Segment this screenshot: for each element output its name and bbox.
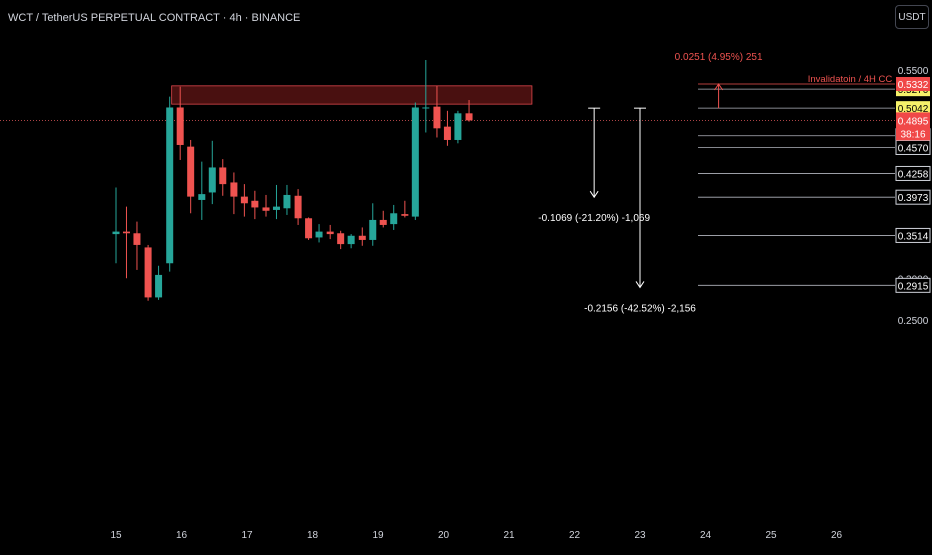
candle-body[interactable] — [219, 167, 227, 185]
candle-body[interactable] — [326, 231, 334, 235]
invalidation-measure-label: 0.0251 (4.95%) 251 — [675, 52, 763, 63]
price-badge-text: 0.3973 — [898, 193, 929, 204]
price-badge-bg — [895, 189, 931, 205]
invalidation-badge-bg — [896, 76, 930, 91]
candle-body[interactable] — [454, 113, 462, 140]
x-tick-label: 26 — [831, 530, 843, 541]
measure-label: -0.1069 (-21.20%) -1,069 — [538, 213, 650, 224]
invalidation-badge-text: 0.5332 — [898, 80, 929, 91]
candle-body[interactable] — [337, 233, 345, 245]
price-badge[interactable]: 0.5042 — [896, 101, 930, 116]
x-tick-label: 24 — [700, 530, 712, 541]
price-badge[interactable]: 0.4258 — [895, 165, 931, 181]
price-badge-text: 0.5042 — [898, 104, 929, 115]
candle-body[interactable] — [347, 235, 355, 245]
candle-body[interactable] — [176, 107, 184, 145]
candle-body[interactable] — [122, 231, 130, 234]
candle-body[interactable] — [240, 196, 248, 204]
countdown-text: 38:16 — [900, 129, 925, 140]
candle-body[interactable] — [230, 182, 238, 197]
candle-body[interactable] — [262, 207, 270, 211]
current-price-text: 0.4895 — [898, 116, 929, 127]
x-tick-label: 15 — [110, 530, 122, 541]
candle-body[interactable] — [187, 146, 195, 197]
candle-body[interactable] — [411, 107, 419, 217]
candle-body[interactable] — [208, 167, 216, 193]
measure-label: -0.2156 (-42.52%) -2,156 — [584, 303, 696, 314]
candle-body[interactable] — [144, 247, 152, 298]
candle-body[interactable] — [379, 219, 387, 225]
candle-body[interactable] — [433, 106, 441, 129]
chart-title: WCT / TetherUS PERPETUAL CONTRACT · 4h ·… — [8, 12, 301, 24]
price-badge[interactable]: 0.2915 — [895, 277, 931, 293]
y-tick-label: 0.5500 — [898, 66, 929, 77]
candle-body[interactable] — [422, 107, 430, 109]
current-price-badge[interactable]: 0.4895 38:16 — [896, 112, 930, 141]
price-badge-bg — [895, 139, 931, 155]
candle-body[interactable] — [390, 213, 398, 225]
candle-body[interactable] — [166, 107, 174, 264]
invalidation-label: Invalidatoin / 4H CC — [808, 74, 893, 85]
candle-body[interactable] — [369, 219, 377, 240]
candle-body[interactable] — [251, 200, 259, 208]
measure-arrowhead — [635, 281, 645, 289]
candle-body[interactable] — [315, 231, 323, 238]
invalidation-arrowhead — [714, 83, 724, 91]
current-price-badge-bg — [896, 112, 930, 141]
x-tick-label: 21 — [503, 530, 515, 541]
price-badge[interactable]: 0.4570 — [895, 139, 931, 155]
candle-body[interactable] — [198, 194, 206, 200]
price-badge-bg — [896, 101, 930, 116]
candle-body[interactable] — [133, 233, 141, 245]
candle-body[interactable] — [112, 231, 120, 235]
currency-button[interactable]: USDT — [895, 5, 929, 29]
price-badge-text: 0.4570 — [898, 143, 929, 154]
candle-body[interactable] — [401, 214, 409, 216]
price-badge-bg — [895, 277, 931, 293]
measure-arrowhead — [589, 190, 599, 199]
x-tick-label: 19 — [372, 530, 384, 541]
candle-body[interactable] — [155, 274, 163, 298]
x-tick-label: 22 — [569, 530, 581, 541]
candle-body[interactable] — [465, 113, 473, 121]
price-badge-bg — [895, 165, 931, 181]
candle-body[interactable] — [358, 235, 366, 240]
x-tick-label: 18 — [307, 530, 319, 541]
price-badge[interactable]: 0.3514 — [895, 227, 931, 243]
candle-body[interactable] — [272, 206, 280, 210]
invalidation-badge[interactable]: 0.5332 — [896, 76, 930, 91]
x-tick-label: 16 — [176, 530, 188, 541]
x-tick-label: 25 — [765, 530, 777, 541]
price-badge[interactable]: 0.3973 — [895, 189, 931, 205]
candle-body[interactable] — [305, 218, 313, 239]
price-badge-bg — [895, 227, 931, 243]
candle-body[interactable] — [294, 195, 302, 219]
price-badge-text: 0.3514 — [898, 231, 929, 242]
candle-body[interactable] — [443, 126, 451, 140]
x-tick-label: 20 — [438, 530, 450, 541]
x-tick-label: 23 — [634, 530, 646, 541]
price-badge-text: 0.2915 — [898, 281, 929, 292]
price-badge-text: 0.4258 — [898, 169, 929, 180]
candle-body[interactable] — [283, 194, 291, 209]
x-tick-label: 17 — [241, 530, 253, 541]
resistance-zone[interactable] — [171, 85, 533, 105]
y-tick-label: 0.2500 — [898, 316, 929, 327]
